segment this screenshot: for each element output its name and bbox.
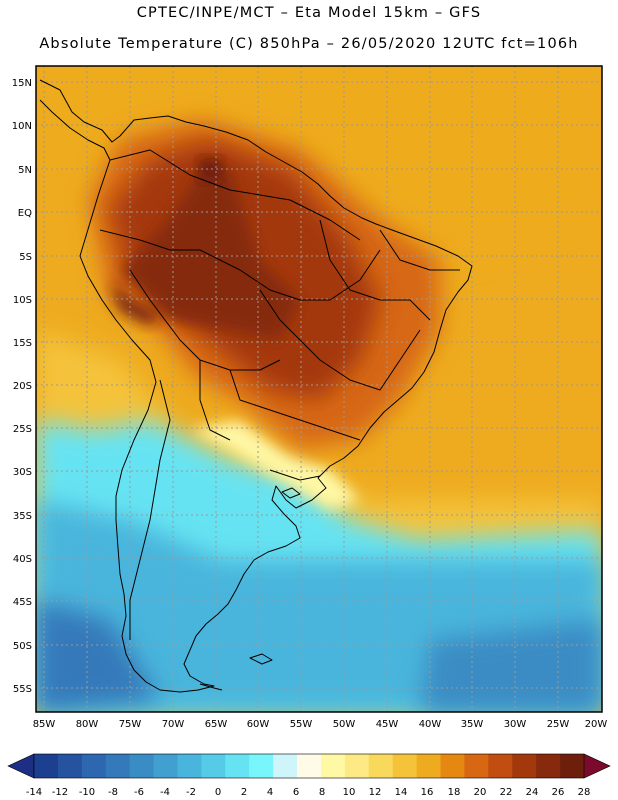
lon-label: 80W bbox=[76, 719, 99, 730]
map-grid bbox=[36, 66, 602, 712]
colorbar-cell bbox=[249, 754, 274, 778]
temperature-field bbox=[36, 66, 602, 712]
colorbar-low-arrow bbox=[7, 753, 35, 779]
colorbar-cell bbox=[416, 754, 442, 778]
lat-label: 55S bbox=[13, 684, 32, 695]
lat-label: 40S bbox=[13, 554, 32, 565]
lon-label: 25W bbox=[547, 719, 570, 730]
colorbar-label: 26 bbox=[552, 787, 565, 798]
colorbar-label: 6 bbox=[293, 787, 299, 798]
lon-label: 65W bbox=[205, 719, 228, 730]
colorbar-label: 8 bbox=[319, 787, 325, 798]
colorbar-label: 22 bbox=[500, 787, 513, 798]
colorbar-cell bbox=[57, 754, 83, 778]
colorbar-cell bbox=[440, 754, 465, 778]
lat-label: EQ bbox=[18, 208, 32, 219]
lon-label: 70W bbox=[162, 719, 185, 730]
colorbar-label: -4 bbox=[160, 787, 170, 798]
colorbar-label: 24 bbox=[526, 787, 539, 798]
longitude-labels: 85W 80W 75W 70W 65W 60W 55W 50W 45W 40W … bbox=[33, 719, 608, 730]
colorbar-cell bbox=[153, 754, 178, 778]
colorbar-cell bbox=[464, 754, 489, 778]
colorbar bbox=[7, 753, 611, 779]
colorbar-label: -6 bbox=[134, 787, 144, 798]
colorbar-cell bbox=[488, 754, 513, 778]
lat-label: 20S bbox=[13, 381, 32, 392]
colorbar-high-arrow bbox=[583, 753, 611, 779]
colorbar-label: 18 bbox=[448, 787, 461, 798]
lat-label: 50S bbox=[13, 641, 32, 652]
colorbar-cell bbox=[273, 754, 298, 778]
lon-label: 35W bbox=[461, 719, 484, 730]
colorbar-cell bbox=[320, 754, 346, 778]
lon-label: 60W bbox=[247, 719, 270, 730]
colorbar-label: 4 bbox=[267, 787, 273, 798]
lat-label: 15S bbox=[13, 338, 32, 349]
colorbar-label: 10 bbox=[343, 787, 356, 798]
colorbar-label: 14 bbox=[395, 787, 408, 798]
colorbar-label: 12 bbox=[369, 787, 382, 798]
colorbar-labels: -14 -12 -10 -8 -6 -4 -2 0 2 4 6 8 10 12 … bbox=[26, 787, 591, 798]
colorbar-cell bbox=[297, 754, 322, 778]
colorbar-label: -2 bbox=[186, 787, 196, 798]
lon-label: 20W bbox=[585, 719, 608, 730]
coastlines bbox=[39, 79, 473, 693]
latitude-labels: 15N 10N 5N EQ 5S 10S 15S 20S 25S 30S 35S… bbox=[12, 78, 32, 695]
colorbar-label: 0 bbox=[215, 787, 221, 798]
lat-label: 15N bbox=[12, 78, 32, 89]
colorbar-label: -8 bbox=[108, 787, 118, 798]
colorbar-outline bbox=[33, 753, 585, 779]
lat-label: 45S bbox=[13, 597, 32, 608]
colorbar-cell bbox=[105, 754, 131, 778]
colorbar-label: -10 bbox=[79, 787, 95, 798]
map-title-line1: CPTEC/INPE/MCT – Eta Model 15km – GFS bbox=[136, 5, 482, 21]
lon-label: 45W bbox=[376, 719, 399, 730]
lon-label: 75W bbox=[119, 719, 142, 730]
lat-label: 35S bbox=[13, 511, 32, 522]
colorbar-cell bbox=[81, 754, 107, 778]
colorbar-label: 20 bbox=[474, 787, 487, 798]
colorbar-cell bbox=[129, 754, 155, 778]
lon-label: 40W bbox=[419, 719, 442, 730]
lat-label: 5N bbox=[18, 165, 32, 176]
colorbar-cell bbox=[392, 754, 418, 778]
lat-label: 10S bbox=[13, 295, 32, 306]
colorbar-cell bbox=[225, 754, 250, 778]
colorbar-label: -14 bbox=[26, 787, 42, 798]
colorbar-cell bbox=[512, 754, 537, 778]
colorbar-cell bbox=[536, 754, 561, 778]
colorbar-cell bbox=[34, 754, 59, 778]
lon-label: 55W bbox=[290, 719, 313, 730]
colorbar-cell bbox=[177, 754, 202, 778]
lon-label: 50W bbox=[333, 719, 356, 730]
map-title-line2: Absolute Temperature (C) 850hPa – 26/05/… bbox=[39, 36, 579, 52]
lat-label: 25S bbox=[13, 424, 32, 435]
lon-label: 30W bbox=[504, 719, 527, 730]
colorbar-label: -12 bbox=[52, 787, 68, 798]
lat-label: 5S bbox=[19, 252, 32, 263]
lat-label: 10N bbox=[12, 121, 32, 132]
colorbar-label: 16 bbox=[421, 787, 434, 798]
colorbar-cell bbox=[368, 754, 394, 778]
colorbar-cell bbox=[560, 754, 585, 778]
colorbar-cell bbox=[201, 754, 226, 778]
colorbar-label: 28 bbox=[578, 787, 591, 798]
colorbar-cell bbox=[344, 754, 370, 778]
lat-label: 30S bbox=[13, 467, 32, 478]
map-frame bbox=[35, 65, 603, 713]
colorbar-label: 2 bbox=[241, 787, 247, 798]
lon-label: 85W bbox=[33, 719, 56, 730]
